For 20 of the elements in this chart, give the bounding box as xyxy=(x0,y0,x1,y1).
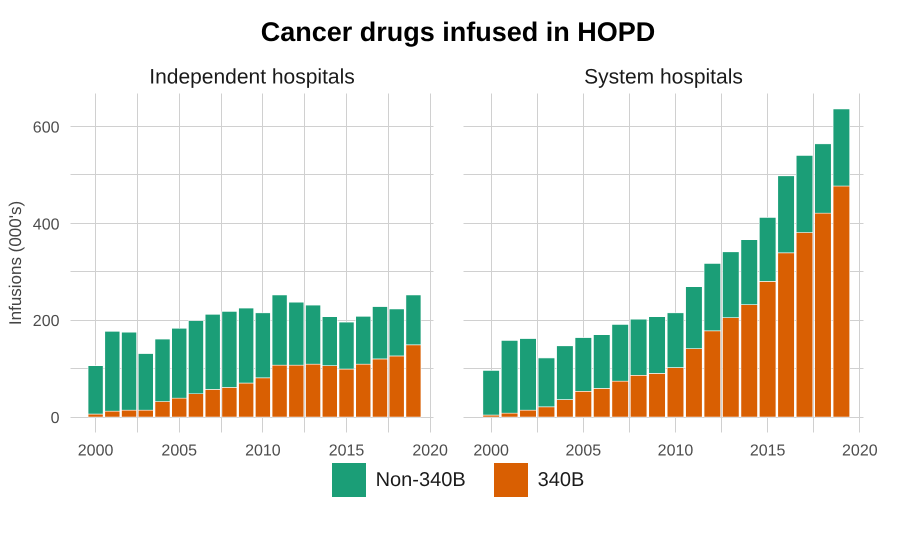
y-axis-title: Infusions (000's) xyxy=(6,200,25,326)
y-tick-label: 600 xyxy=(32,119,60,136)
x-tick-label: 2000 xyxy=(78,442,114,460)
x-tick-label: 2015 xyxy=(328,442,364,460)
x-tick-label: 2020 xyxy=(842,442,878,460)
legend-label: 340B xyxy=(538,468,584,493)
x-tick-label: 2015 xyxy=(750,442,786,460)
chart-title: Cancer drugs infused in HOPD xyxy=(260,16,656,49)
chart-subtitle: System hospitals xyxy=(584,66,743,88)
x-tick-label: 2010 xyxy=(658,442,694,460)
y-tick-label: 400 xyxy=(32,216,60,234)
x-tick-label: 2005 xyxy=(161,442,198,460)
legend-label: Non-340B xyxy=(376,468,466,493)
x-tick-label: 2005 xyxy=(566,442,602,460)
y-tick-label: 0 xyxy=(50,410,60,428)
x-tick-label: 2000 xyxy=(473,442,510,460)
y-tick-label: 200 xyxy=(32,313,60,330)
x-tick-label: 2020 xyxy=(412,442,448,460)
x-tick-label: 2010 xyxy=(245,442,281,460)
chart-subtitle: Independent hospitals xyxy=(149,66,355,88)
